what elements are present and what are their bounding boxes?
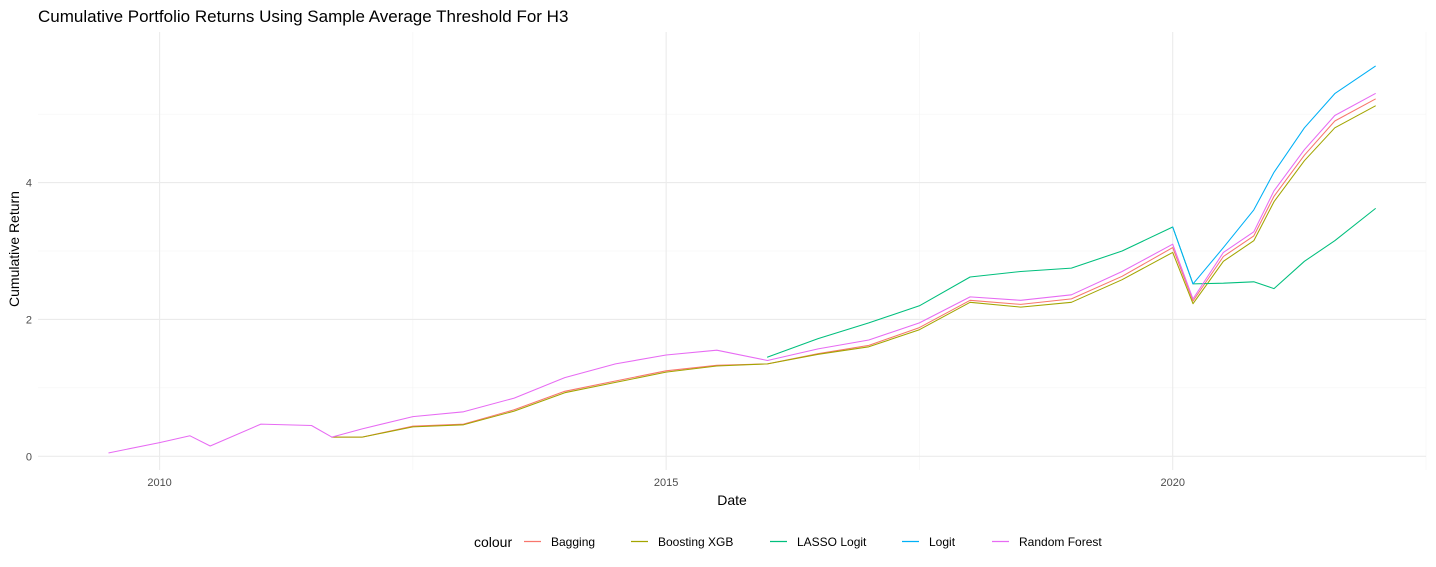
series-line bbox=[766, 208, 1376, 358]
legend-label: Bagging bbox=[551, 535, 595, 549]
y-tick-label: 0 bbox=[26, 451, 32, 463]
x-tick-label: 2010 bbox=[147, 477, 171, 489]
legend-label: Random Forest bbox=[1019, 535, 1102, 549]
y-tick-label: 4 bbox=[26, 178, 32, 190]
legend-label: Boosting XGB bbox=[658, 535, 733, 549]
legend: colour Bagging Boosting XGB LASSO Logit Log… bbox=[474, 534, 1102, 550]
legend-label: LASSO Logit bbox=[797, 535, 867, 549]
series-line bbox=[331, 105, 1376, 438]
series-line bbox=[108, 93, 1376, 454]
series-line bbox=[331, 98, 1376, 438]
x-tick-label: 2015 bbox=[654, 477, 678, 489]
legend-label: Logit bbox=[929, 535, 956, 549]
x-tick-label: 2020 bbox=[1160, 477, 1184, 489]
series-line bbox=[1172, 65, 1376, 285]
x-axis-ticks: 2010 2015 2020 bbox=[147, 477, 1185, 489]
chart-title: Cumulative Portfolio Returns Using Sampl… bbox=[38, 7, 568, 26]
y-tick-label: 2 bbox=[26, 314, 32, 326]
y-axis-label: Cumulative Return bbox=[6, 191, 22, 307]
x-axis-label: Date bbox=[717, 492, 747, 508]
legend-title: colour bbox=[474, 534, 512, 550]
grid bbox=[38, 32, 1427, 470]
series-lines bbox=[108, 65, 1376, 454]
y-axis-ticks: 0 2 4 bbox=[26, 178, 32, 464]
